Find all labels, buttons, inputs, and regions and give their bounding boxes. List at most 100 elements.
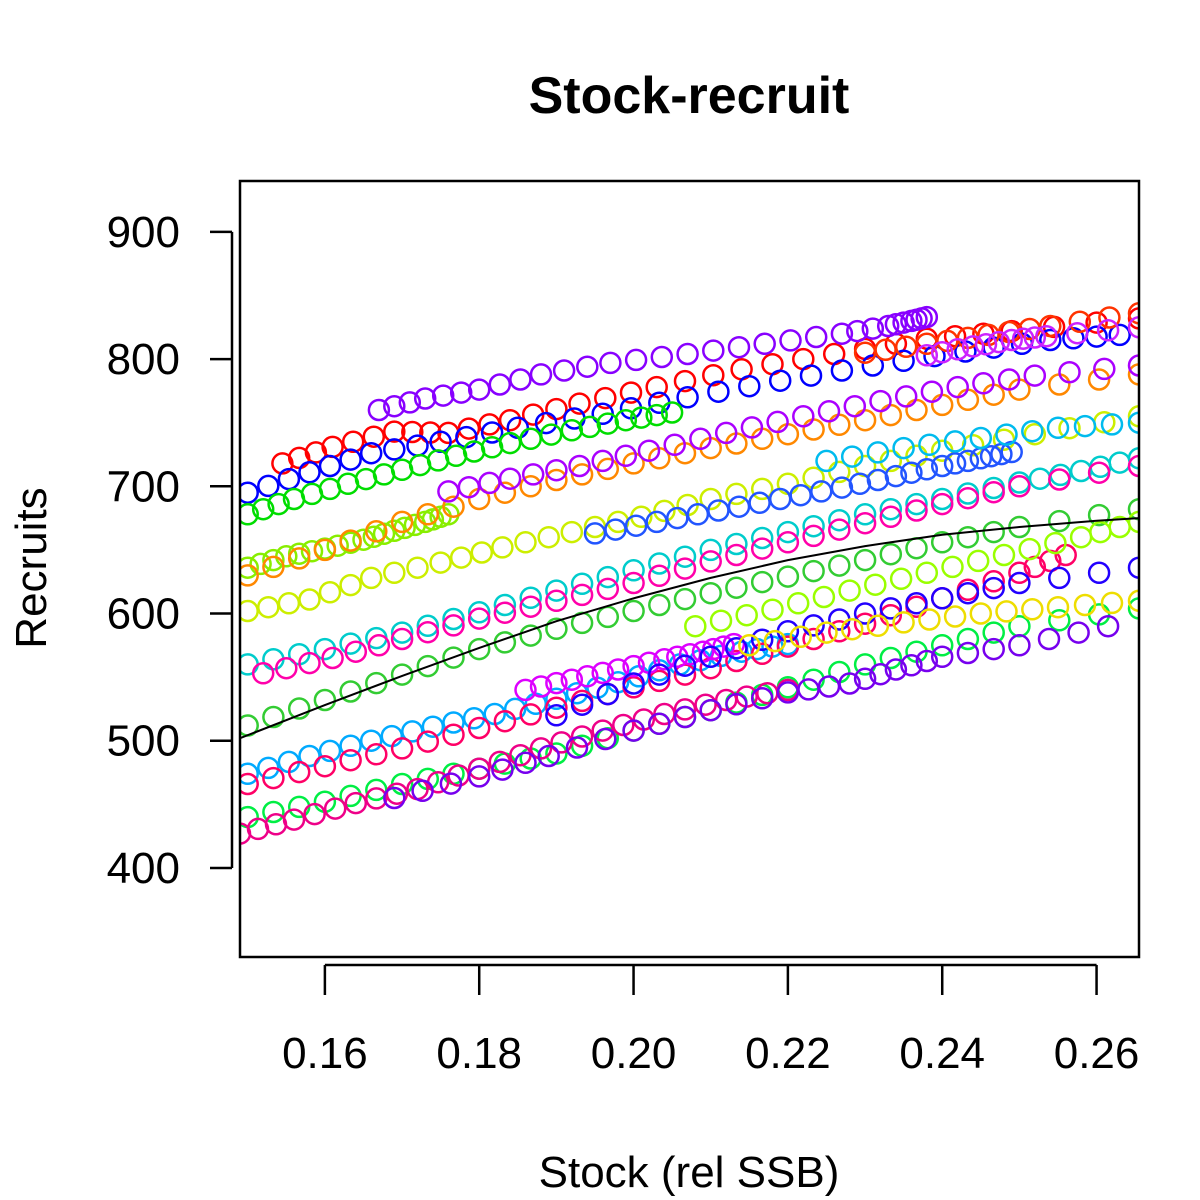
data-point bbox=[905, 492, 928, 516]
data-point bbox=[1087, 368, 1111, 391]
data-point bbox=[576, 665, 599, 688]
series-10 bbox=[251, 454, 1139, 685]
data-point bbox=[972, 372, 995, 395]
data-point bbox=[444, 444, 468, 468]
series-23 bbox=[915, 316, 1139, 367]
data-point bbox=[1127, 411, 1139, 434]
data-point bbox=[1127, 302, 1139, 325]
y-tick-label: 500 bbox=[107, 717, 180, 766]
data-point bbox=[514, 531, 537, 554]
data-point bbox=[491, 536, 514, 559]
data-point bbox=[650, 345, 674, 369]
data-point bbox=[1093, 357, 1116, 381]
data-point bbox=[622, 452, 645, 475]
data-point bbox=[576, 355, 599, 378]
series-9 bbox=[583, 440, 1023, 545]
data-point bbox=[943, 605, 967, 628]
data-point bbox=[596, 682, 620, 706]
data-point bbox=[240, 556, 259, 579]
data-point bbox=[416, 503, 440, 526]
data-point bbox=[622, 571, 645, 595]
data-point bbox=[840, 445, 864, 468]
data-point bbox=[748, 491, 771, 515]
data-point bbox=[519, 703, 542, 726]
data-point bbox=[596, 605, 620, 629]
data-point bbox=[367, 398, 391, 422]
data-point bbox=[956, 482, 980, 505]
data-point bbox=[1046, 595, 1070, 619]
data-point bbox=[645, 375, 668, 399]
data-point bbox=[828, 518, 851, 541]
data-point bbox=[426, 449, 450, 472]
fit-curve bbox=[240, 517, 1139, 740]
data-point bbox=[848, 472, 872, 496]
data-point bbox=[251, 497, 275, 521]
data-point bbox=[449, 381, 473, 404]
data-point bbox=[1023, 422, 1047, 446]
data-point bbox=[367, 634, 391, 657]
data-point bbox=[776, 565, 800, 588]
data-point bbox=[246, 817, 270, 841]
data-point bbox=[1127, 497, 1139, 521]
data-point bbox=[930, 487, 954, 511]
data-point bbox=[383, 786, 406, 810]
data-point bbox=[287, 760, 311, 784]
data-point bbox=[802, 559, 825, 583]
data-point bbox=[673, 545, 697, 568]
data-point bbox=[673, 698, 697, 721]
data-point bbox=[560, 520, 584, 544]
data-point bbox=[568, 454, 591, 478]
data-point bbox=[390, 510, 414, 534]
data-point bbox=[318, 739, 342, 763]
data-point bbox=[725, 543, 748, 567]
data-point bbox=[429, 551, 452, 574]
data-point bbox=[431, 384, 455, 407]
data-point bbox=[560, 419, 584, 442]
data-point bbox=[828, 413, 851, 437]
data-point bbox=[1023, 326, 1047, 349]
data-point bbox=[606, 658, 630, 681]
data-point bbox=[545, 687, 568, 711]
data-point bbox=[383, 561, 406, 585]
data-point bbox=[514, 751, 537, 775]
data-point bbox=[570, 583, 594, 607]
data-point bbox=[1085, 325, 1108, 348]
data-point bbox=[390, 627, 414, 651]
data-point bbox=[884, 464, 908, 488]
data-point bbox=[1127, 589, 1139, 613]
data-point bbox=[1021, 419, 1044, 443]
data-point bbox=[614, 444, 638, 468]
data-point bbox=[861, 354, 885, 377]
series-4 bbox=[240, 503, 460, 579]
data-point bbox=[838, 579, 861, 602]
data-point bbox=[341, 430, 365, 454]
data-point bbox=[853, 408, 877, 432]
x-tick-label: 0.26 bbox=[1054, 1029, 1140, 1078]
data-point bbox=[846, 319, 869, 343]
data-point bbox=[789, 483, 812, 507]
data-point bbox=[956, 641, 980, 665]
data-point bbox=[467, 378, 491, 401]
data-point bbox=[727, 335, 751, 359]
data-point bbox=[262, 548, 285, 572]
data-point bbox=[648, 712, 671, 736]
data-point bbox=[866, 468, 890, 492]
data-point bbox=[1023, 364, 1047, 387]
data-point bbox=[262, 800, 285, 824]
data-point bbox=[1100, 413, 1124, 436]
data-point bbox=[1096, 319, 1120, 342]
data-point bbox=[725, 637, 748, 660]
data-point bbox=[840, 617, 864, 641]
data-point bbox=[491, 758, 514, 781]
data-point bbox=[869, 662, 892, 686]
data-point bbox=[853, 548, 877, 572]
data-point bbox=[467, 716, 491, 740]
y-tick-label: 800 bbox=[107, 335, 180, 384]
data-point bbox=[776, 422, 800, 446]
data-point bbox=[727, 495, 751, 518]
data-point bbox=[702, 363, 725, 387]
data-point bbox=[359, 566, 383, 590]
data-point bbox=[488, 373, 512, 396]
data-point bbox=[467, 757, 491, 780]
chart-title: Stock-recruit bbox=[529, 67, 850, 125]
